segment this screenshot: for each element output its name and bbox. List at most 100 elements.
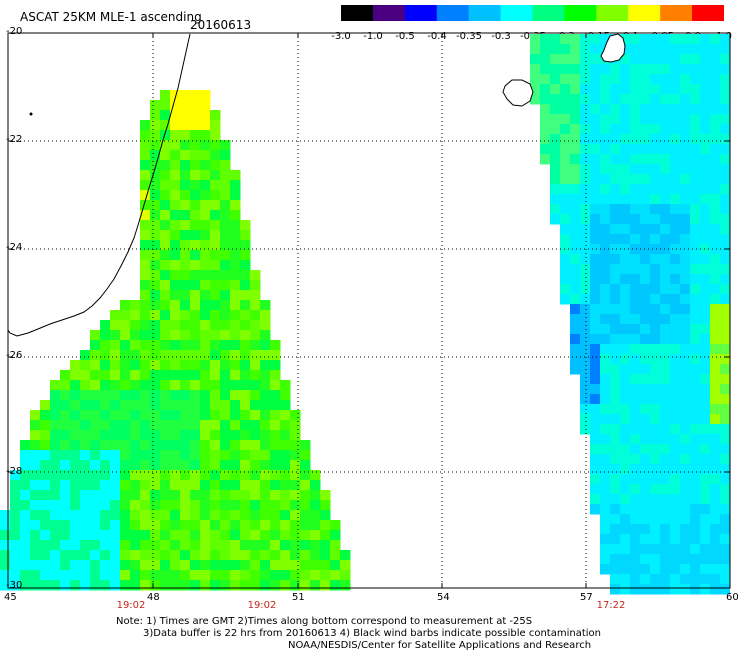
swath-cell <box>620 444 631 455</box>
swath-cell <box>220 370 231 381</box>
swath-cell <box>230 180 241 191</box>
swath-cell <box>160 560 171 571</box>
swath-cell <box>660 374 671 385</box>
swath-cell <box>610 464 621 475</box>
swath-cell <box>590 244 601 255</box>
swath-cell <box>680 414 691 425</box>
lon-label: 54 <box>437 592 450 603</box>
swath-cell <box>710 124 721 135</box>
swath-cell <box>660 324 671 335</box>
swath-cell <box>280 470 291 481</box>
swath-cell <box>670 334 681 345</box>
swath-cell <box>190 440 201 451</box>
swath-cell <box>650 54 661 65</box>
colorbar-segment <box>564 5 597 21</box>
swath-cell <box>120 360 131 371</box>
swath-cell <box>160 300 171 311</box>
swath-cell <box>610 104 621 115</box>
swath-cell <box>660 314 671 325</box>
swath-cell <box>610 564 621 575</box>
swath-cell <box>240 500 251 511</box>
swath-cell <box>690 584 701 595</box>
swath-cell <box>640 124 651 135</box>
swath-cell <box>690 174 701 185</box>
swath-cell <box>70 480 81 491</box>
swath-cell <box>720 224 730 235</box>
swath-cell <box>280 480 291 491</box>
swath-cell <box>710 384 721 395</box>
swath-cell <box>190 340 201 351</box>
swath-cell <box>700 244 711 255</box>
swath-cell <box>190 330 201 341</box>
swath-cell <box>160 470 171 481</box>
swath-cell <box>560 124 571 135</box>
swath-cell <box>660 404 671 415</box>
swath-cell <box>600 234 611 245</box>
swath-cell <box>50 490 61 501</box>
swath-cell <box>700 364 711 375</box>
swath-cell <box>230 220 241 231</box>
swath-cell <box>200 330 211 341</box>
swath-cell <box>590 274 601 285</box>
swath-cell <box>570 144 581 155</box>
swath-cell <box>680 524 691 535</box>
swath-cell <box>200 420 211 431</box>
swath-cell <box>100 360 111 371</box>
swath-cell <box>230 240 241 251</box>
swath-cell <box>710 264 721 275</box>
swath-cell <box>660 34 671 45</box>
swath-cell <box>650 514 661 525</box>
swath-cell <box>210 460 221 471</box>
swath-cell <box>110 310 121 321</box>
swath-cell <box>580 204 591 215</box>
swath-cell <box>80 450 91 461</box>
swath-cell <box>600 134 611 145</box>
swath-cell <box>680 234 691 245</box>
swath-cell <box>170 310 181 321</box>
swath-cell <box>140 130 151 141</box>
swath-cell <box>210 420 221 431</box>
swath-cell <box>700 564 711 575</box>
swath-cell <box>630 414 641 425</box>
swath-cell <box>250 310 261 321</box>
swath-cell <box>550 74 561 85</box>
swath-cell <box>670 94 681 105</box>
swath-cell <box>20 460 31 471</box>
swath-cell <box>610 364 621 375</box>
swath-cell <box>590 304 601 315</box>
swath-cell <box>170 180 181 191</box>
swath-cell <box>80 580 91 591</box>
swath-cell <box>50 390 61 401</box>
swath-cell <box>230 440 241 451</box>
swath-cell <box>690 104 701 115</box>
swath-cell <box>580 254 591 265</box>
swath-cell <box>40 570 51 581</box>
swath-cell <box>180 380 191 391</box>
swath-cell <box>90 570 101 581</box>
lon-label: 57 <box>580 592 593 603</box>
swath-cell <box>180 540 191 551</box>
swath-cell <box>150 140 161 151</box>
swath-cell <box>50 540 61 551</box>
swath-cell <box>590 104 601 115</box>
swath-cell <box>640 264 651 275</box>
swath-cell <box>150 440 161 451</box>
swath-cell <box>580 214 591 225</box>
swath-cell <box>220 410 231 421</box>
swath-cell <box>190 290 201 301</box>
swath-cell <box>680 344 691 355</box>
swath-cell <box>110 500 121 511</box>
swath-cell <box>650 64 661 75</box>
swath-cell <box>620 564 631 575</box>
swath-cell <box>130 580 141 591</box>
swath-cell <box>10 530 21 541</box>
swath-cell <box>690 194 701 205</box>
swath-cell <box>610 414 621 425</box>
swath-cell <box>640 574 651 585</box>
swath-cell <box>670 194 681 205</box>
swath-cell <box>640 284 651 295</box>
swath-cell <box>60 400 71 411</box>
swath-cell <box>270 560 281 571</box>
swath-cell <box>650 184 661 195</box>
swath-cell <box>110 470 121 481</box>
